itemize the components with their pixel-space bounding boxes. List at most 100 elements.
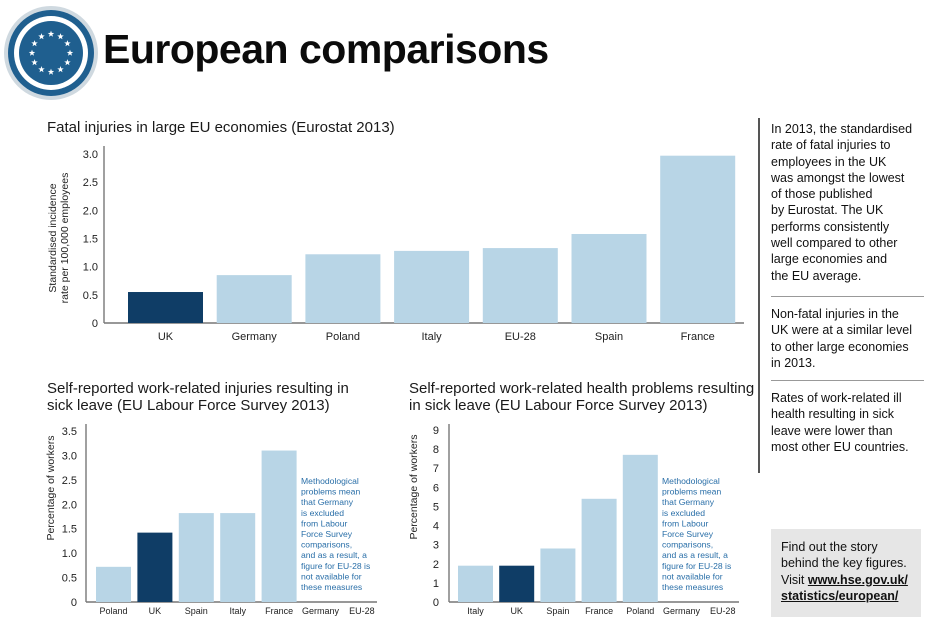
injuries-category-label: EU-28 xyxy=(349,606,375,616)
sidebar-line: in 2013. xyxy=(771,355,816,370)
sidebar-line: Non-fatal injuries in the xyxy=(771,307,899,321)
injuries-y-tick-label: 3.0 xyxy=(62,450,77,462)
fatal-bar-germany xyxy=(216,275,292,323)
health-category-label: Italy xyxy=(467,606,484,616)
find-out-more-box: Find out the story behind the key figure… xyxy=(771,529,921,617)
fatal-bar-eu-28 xyxy=(482,248,558,323)
box-line: behind the key figures. xyxy=(781,556,907,571)
fatal-y-tick-label: 2.5 xyxy=(83,177,98,189)
star-icon xyxy=(47,30,55,37)
injuries-note-line: these measures xyxy=(301,582,362,592)
health-title-line-2: in sick leave (EU Labour Force Survey 20… xyxy=(409,397,708,414)
health-note-line: comparisons, xyxy=(662,540,713,550)
sidebar-para-nonfatal: Non-fatal injuries in the UK were at a s… xyxy=(771,306,912,371)
injuries-bar-spain xyxy=(178,513,214,602)
injuries-bar-poland xyxy=(96,566,131,602)
health-note-line: problems mean xyxy=(662,487,721,497)
injuries-bar-france xyxy=(261,450,297,602)
health-note-line: and as a result, a xyxy=(662,550,728,560)
fatal-y-tick-label: 0.5 xyxy=(83,290,98,302)
injuries-y-tick-label: 2.0 xyxy=(62,499,77,511)
fatal-category-label: France xyxy=(681,331,715,343)
sidebar-line: leave were lower than xyxy=(771,423,893,438)
star-icon xyxy=(57,33,64,40)
star-icon xyxy=(38,33,45,40)
sidebar-line: large economies and xyxy=(771,252,888,267)
injuries-category-label: Germany xyxy=(302,606,340,616)
injuries-chart-title: Self-reported work-related injuries resu… xyxy=(47,380,349,414)
sidebar-line: of those published xyxy=(771,187,873,202)
fatal-category-label: Poland xyxy=(326,331,360,343)
injuries-bar-italy xyxy=(220,513,256,602)
health-bar-uk xyxy=(499,565,535,602)
health-category-label: Germany xyxy=(663,606,701,616)
health-category-label: Poland xyxy=(626,606,654,616)
injuries-category-label: Italy xyxy=(229,606,246,616)
star-icon xyxy=(66,49,74,56)
hse-statistics-link[interactable]: www.hse.gov.uk/ xyxy=(807,572,908,587)
injuries-y-tick-label: 1.0 xyxy=(62,548,77,560)
health-y-tick-label: 7 xyxy=(433,463,439,475)
box-line: Find out the story xyxy=(781,540,878,554)
star-icon xyxy=(38,66,45,73)
injuries-category-label: France xyxy=(265,606,293,616)
fatal-y-axis-label: Standardised incidence xyxy=(47,183,59,292)
health-note-line: from Labour xyxy=(662,518,708,528)
health-y-tick-label: 8 xyxy=(433,444,439,456)
fatal-y-tick-label: 1.0 xyxy=(83,262,98,274)
fatal-bar-italy xyxy=(394,250,470,323)
sidebar-line: performs consistently xyxy=(771,219,890,234)
health-note-line: Force Survey xyxy=(662,529,714,539)
star-icon xyxy=(57,66,64,73)
health-y-axis-label: Percentage of workers xyxy=(408,434,420,539)
sidebar-line: by Eurostat. The UK xyxy=(771,203,884,218)
eu-flag-logo xyxy=(4,6,98,100)
sidebar-line: health resulting in sick xyxy=(771,407,894,422)
fatal-y-axis-label: rate per 100,000 employees xyxy=(59,173,71,304)
injuries-category-label: Spain xyxy=(185,606,208,616)
fatal-bar-poland xyxy=(305,254,381,323)
box-line: Visit www.hse.gov.uk/ xyxy=(781,572,921,588)
health-y-tick-label: 2 xyxy=(433,559,439,571)
injuries-note-line: Force Survey xyxy=(301,529,353,539)
injuries-y-axis-label: Percentage of workers xyxy=(45,435,57,540)
hse-statistics-link-cont[interactable]: statistics/european/ xyxy=(781,588,899,603)
injuries-category-label: UK xyxy=(149,606,162,616)
health-bar-poland xyxy=(622,454,658,602)
injuries-note-line: not available for xyxy=(301,571,362,581)
health-note-line: these measures xyxy=(662,582,723,592)
injuries-y-tick-label: 0.5 xyxy=(62,573,77,585)
health-y-tick-label: 9 xyxy=(433,425,439,437)
star-icon xyxy=(31,59,38,66)
injuries-note-line: problems mean xyxy=(301,487,360,497)
injuries-note-line: is excluded xyxy=(301,508,344,518)
injuries-note-line: that Germany xyxy=(301,497,354,507)
sidebar-divider xyxy=(771,380,924,381)
health-note-line: that Germany xyxy=(662,497,715,507)
health-bar-italy xyxy=(458,565,493,602)
health-bar-france xyxy=(581,498,617,602)
fatal-category-label: Germany xyxy=(232,331,278,343)
injuries-y-tick-label: 3.5 xyxy=(62,426,77,438)
health-note-line: Methodological xyxy=(662,476,720,486)
health-note-line: is excluded xyxy=(662,508,705,518)
health-bar-spain xyxy=(540,548,576,602)
health-y-tick-label: 6 xyxy=(433,482,439,494)
sidebar-line: was amongst the lowest xyxy=(771,170,905,185)
star-icon xyxy=(64,59,71,66)
fatal-category-label: Spain xyxy=(595,331,623,343)
sidebar-line: In 2013, the standardised xyxy=(771,122,913,136)
injuries-note-line: Methodological xyxy=(301,476,359,486)
fatal-y-tick-label: 3.0 xyxy=(83,149,98,161)
health-category-label: France xyxy=(585,606,613,616)
health-y-tick-label: 3 xyxy=(433,540,439,552)
sidebar-line: well compared to other xyxy=(771,236,898,251)
injuries-title-line-2: sick leave (EU Labour Force Survey 2013) xyxy=(47,397,330,414)
injuries-bar-uk xyxy=(137,532,173,602)
fatal-category-label: EU-28 xyxy=(505,331,536,343)
fatal-y-tick-label: 2.0 xyxy=(83,205,98,217)
fatal-bar-france xyxy=(660,155,736,323)
injuries-y-tick-label: 0 xyxy=(71,597,77,609)
health-note-line: figure for EU-28 is xyxy=(662,561,731,571)
